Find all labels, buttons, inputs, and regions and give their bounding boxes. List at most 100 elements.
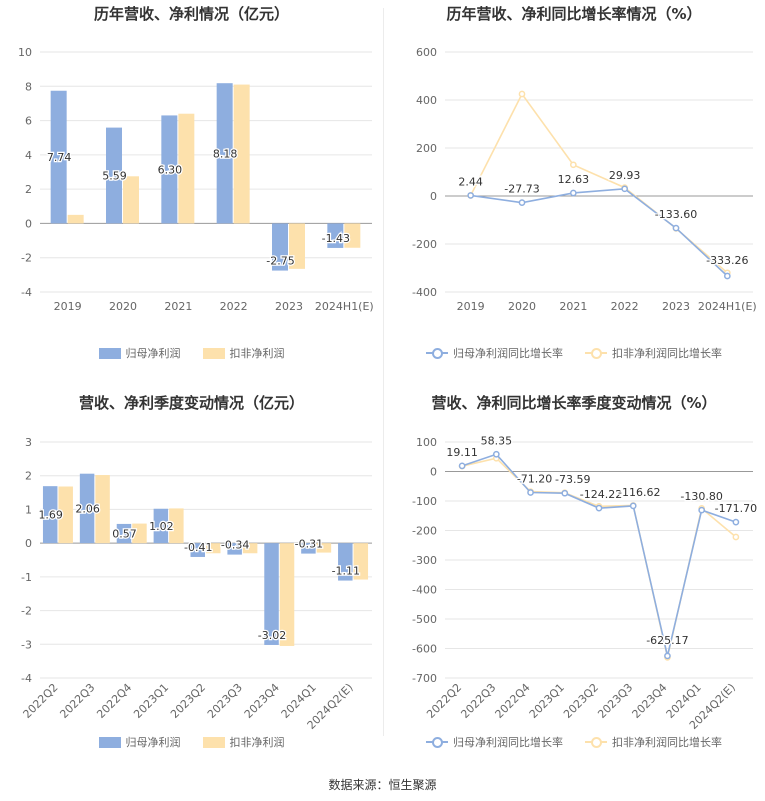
y-tick-label: 600 [416,46,437,59]
legend-item-parent-growth[interactable]: 归母净利润同比增长率 [426,734,563,750]
bar-parent-profit [79,473,95,544]
data-label: -3.02 [258,629,286,642]
legend-item-deducted-growth[interactable]: 扣非净利润同比增长率 [585,345,722,361]
bar-deducted-profit [233,84,250,224]
data-label: -71.20 [517,473,552,486]
legend-item-parent-growth[interactable]: 归母净利润同比增长率 [426,345,563,361]
x-tick-label: 2023Q1 [131,681,171,721]
y-tick-label: -4 [21,286,32,299]
x-tick-label: 2022Q2 [424,681,464,721]
y-tick-label: 400 [416,94,437,107]
y-tick-label: 1 [25,503,32,516]
chart-legend: 归母净利润同比增长率 扣非净利润同比增长率 [383,345,765,361]
point-parent-growth [561,489,569,497]
x-tick-label: 2023Q4 [630,681,670,721]
legend-item-parent[interactable]: 归母净利润 [98,345,181,361]
panel-quarter-profit: 营收、净利季度变动情况（亿元） -4 -3 -2 -1 0 1 2 3 2022Q2 2022Q3… [0,388,383,763]
x-tick-label: 2020 [109,300,137,313]
bar-parent-profit [264,543,279,645]
data-label: -73.59 [555,473,590,486]
data-label: 12.63 [558,173,590,186]
bar-deducted-profit [279,543,295,646]
bar-deducted-profit [58,486,73,544]
legend-label: 扣非净利润 [229,347,285,360]
point-parent-growth [621,185,629,193]
point-parent-growth [569,189,577,197]
legend-item-deducted[interactable]: 扣非净利润 [202,734,285,750]
x-tick-label: 2022 [611,300,639,313]
x-tick-label: 2022Q4 [493,681,533,721]
data-label: -1.43 [322,232,350,245]
legend-item-deducted-growth[interactable]: 扣非净利润同比增长率 [585,734,722,750]
point-parent-growth [698,506,706,514]
panel-quarter-growth: 营收、净利同比增长率季度变动情况（%） -700 -600 -500 -400 -300… [383,388,765,763]
x-tick-label: 2020 [508,300,536,313]
chart-legend: 归母净利润同比增长率 扣非净利润同比增长率 [383,734,765,750]
annual-profit-chart: -4 -2 0 2 4 6 8 10 2019 2020 2021 2022 2023 2024H1(E)… [18,46,374,313]
bar-parent-profit [327,223,344,248]
point-parent-growth [664,652,671,660]
point-parent-growth [723,272,731,280]
legend-label: 归母净利润 [125,347,181,360]
data-label: -0.31 [295,538,323,551]
data-label: -27.73 [504,183,539,196]
y-tick-label: -2 [21,605,32,618]
annual-growth-chart: -400 -200 0 200 400 600 2019 2020 2021 2022 2023 20… [412,46,757,313]
data-label: 7.74 [47,151,72,164]
point-parent-growth [629,502,637,510]
bar-deducted-profit [344,223,361,248]
y-tick-label: -400 [412,286,437,299]
x-tick-label: 2019 [54,300,82,313]
data-label: -0.41 [184,541,212,554]
legend-item-parent[interactable]: 归母净利润 [98,734,181,750]
legend-line-icon [585,347,607,359]
x-tick-label: 2023Q3 [205,681,245,721]
y-tick-label: 0 [430,466,437,479]
data-label: 19.11 [446,446,478,459]
point-deducted-growth [732,533,740,541]
data-source: 数据来源：恒生聚源 [328,778,437,792]
legend-label: 归母净利润同比增长率 [453,736,563,749]
point-parent-growth [732,518,740,526]
bar-deducted-profit [123,176,139,224]
quarter-growth-chart: -700-600-500-400-300-200-10001002022Q220… [412,433,758,732]
y-tick-label: -100 [412,495,437,508]
legend-swatch-icon [202,347,225,359]
bar-parent-profit [272,223,288,271]
point-deducted-growth [518,90,526,98]
bar-deducted-profit [132,523,147,544]
legend-item-deducted[interactable]: 扣非净利润 [202,345,285,361]
data-label: -625.17 [646,634,688,647]
x-tick-label: 2023 [662,300,690,313]
x-tick-label: 2023Q2 [561,681,601,721]
legend-label: 扣非净利润同比增长率 [612,347,722,360]
legend-label: 归母净利润 [125,736,181,749]
data-label: 1.02 [149,520,174,533]
bar-parent-profit [153,508,169,544]
chart-title: 历年营收、净利情况（亿元） [93,5,289,23]
x-tick-label: 2022Q3 [458,681,498,721]
data-label: -1.11 [332,565,360,578]
data-label: 0.57 [112,528,137,541]
chart-title: 历年营收、净利同比增长率情况（%） [446,5,702,23]
data-label: 29.93 [609,169,641,182]
legend-swatch-icon [98,347,121,359]
panel-divider [383,8,384,736]
bar-deducted-profit [178,113,195,224]
data-label: 6.30 [158,163,183,176]
point-parent-growth [458,462,466,470]
chart-title: 营收、净利季度变动情况（亿元） [78,394,304,412]
data-label: -130.80 [680,490,722,503]
y-tick-label: -500 [412,613,437,626]
x-tick-label: 2022Q4 [94,681,134,721]
legend-label: 扣非净利润同比增长率 [612,736,722,749]
y-tick-label: -1 [21,571,32,584]
data-label: 1.69 [38,509,63,522]
chart-title: 营收、净利同比增长率季度变动情况（%） [431,394,717,412]
y-tick-label: 0 [430,190,437,203]
bar-parent-profit [227,543,242,555]
data-label: -2.75 [266,255,294,268]
data-label: -0.34 [221,539,249,552]
x-tick-label: 2023Q1 [527,681,567,721]
line-parent-growth [470,187,728,277]
